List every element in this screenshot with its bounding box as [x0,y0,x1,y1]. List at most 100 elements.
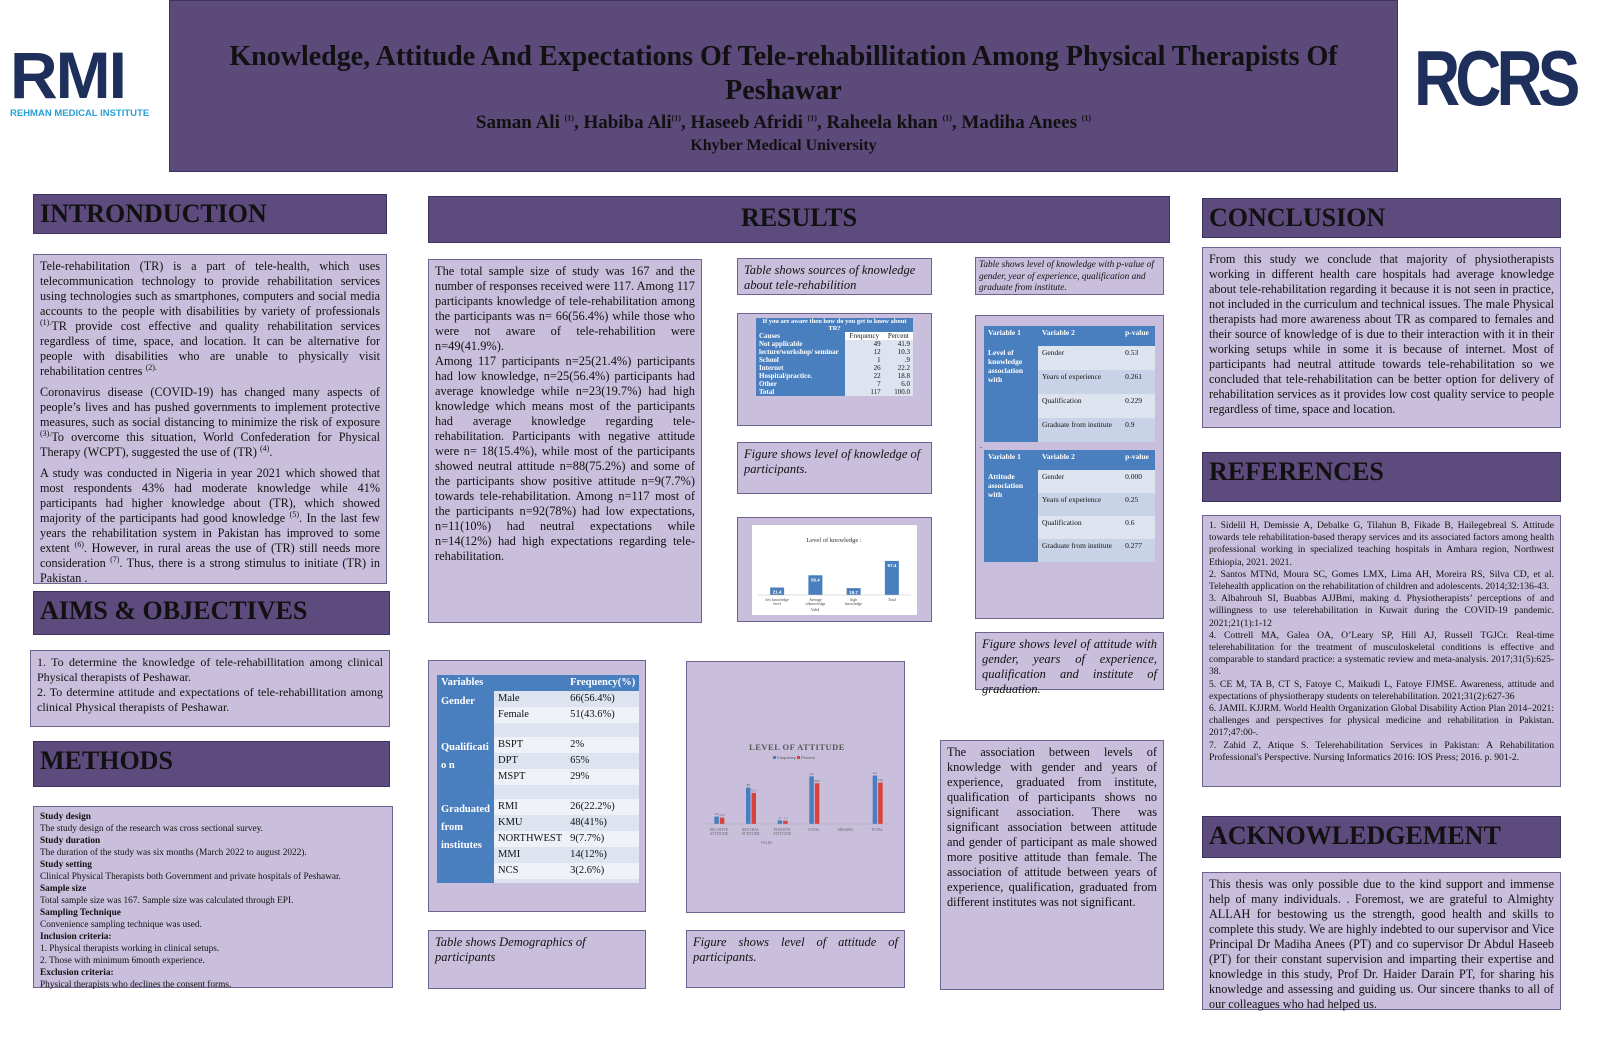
knowledge-pvalue-table: Variable 1 Variable 2 p-value Level of kno… [984,326,1155,442]
table-row: Qualificatio n BSPT 2% [437,737,640,799]
bar-percent-2 [783,820,788,824]
table-row: Total 117 100.0 [756,388,913,396]
author-4: Raheela khan [826,112,938,133]
tick-label-2-b: knowledge [845,602,862,606]
bar-percent-1 [751,792,756,824]
table-row: Qualification 0.6 [984,516,1155,539]
col-causes: Causes [756,332,845,340]
bar-frequency-0 [714,816,719,824]
association-text: The association between levels of knowle… [940,740,1164,990]
results-text: The total sample size of study was 167 a… [428,259,702,623]
table-row: Not applicable 49 41.9 [756,340,913,348]
rmi-logo-subtitle: REHMAN MEDICAL INSTITUTE [10,108,150,119]
sources-table-title: If you are aware then how do you get to … [756,318,913,332]
bar-frequency-3 [809,776,814,824]
tick-label-1-b: ofknowledge [805,602,825,606]
x-axis-label: Valid [811,607,819,612]
methods-title: METHODS [33,741,390,787]
authors: Saman Ali (1), Habiba Ali(1), Haseeb Afr… [475,112,1092,133]
demographics-table: Variables Frequency(%) Gender Male 66(56.4… [437,675,640,883]
table-row: Gender Male 66(56.4%) [437,691,640,737]
rcrs-logo: RCRS [1414,30,1580,130]
tick-label-1-a: NEUTRAL [742,828,760,832]
col-frequency: Frequency [845,332,884,340]
data-label-frequency-1: 88 [747,783,751,787]
separator-dot: . [980,441,982,450]
tick-label-1-b: ATTITUDE [741,832,760,836]
data-label-frequency-2: 9 [779,816,781,820]
table-row: Other 7 6.0 [756,380,913,388]
data-label-1: 56.4 [811,577,820,582]
data-label-frequency-3: 115 [809,772,814,776]
caption-attitude-figure: Figure shows level of attitude of partic… [686,930,905,988]
table-row: Graduate from institute 0.277 [984,539,1155,562]
caption-demographics: Table shows Demographics of participants [428,930,646,989]
caption-sources-table: Table shows sources of knowledge about t… [737,258,932,295]
sources-table-panel: If you are aware then how do you get to … [737,313,932,426]
affil-mark: (1) [564,113,574,123]
attitude-chart-panel: LEVEL OF ATTITUDE Frequency Percent 18 15.4 N… [686,661,905,913]
reference-3: 3. Albahrouh SI, Buabbas AJJBmi, making … [1209,593,1554,629]
bar-1 [808,575,823,595]
bar-frequency-5 [872,775,878,824]
legend-swatch-percent [797,756,800,759]
affil-mark: (1) [807,113,817,123]
data-label-3: 97.4 [887,563,896,568]
reference-2: 2. Santos MTNd, Moura SC, Gomes LMX, Lim… [1209,568,1554,593]
table-row: Female 51(43.6%) [437,707,640,723]
reference-4: 4. Cottrell MA, Galea OA, O’Leary SP, Hi… [1209,629,1554,678]
data-label-percent-3: 98.3 [814,779,820,783]
table-row: Internet 26 22.2 [756,364,913,372]
demographics-panel: Variables Frequency(%) Gender Male 66(56.4… [428,660,646,912]
tick-label-0-a: NEGATIVE [709,828,728,832]
bar-percent-3 [814,783,820,824]
aims-body: 1. To determine the knowledge of tele-re… [30,650,390,727]
affil-mark: (1) [942,113,952,123]
tick-label-0-b: level [773,602,780,606]
attitude-chart: LEVEL OF ATTITUDE Frequency Percent 18 15.4 N… [703,742,893,845]
bar-0 [770,587,785,595]
caption-pvalue-table: Table shows level of knowledge with p-va… [975,257,1164,295]
conclusion-body: From this study we conclude that majorit… [1202,247,1561,428]
author-5: Madiha Anees [961,112,1078,133]
sources-table: If you are aware then how do you get to … [756,318,913,396]
table-row: School 1.9 [756,356,913,364]
col-percent: Percent [883,332,913,340]
bar-frequency-2 [777,820,783,824]
col-variables: Variables [437,675,495,691]
results-title: RESULTS [428,196,1170,243]
table-row: MSPT 29% [437,769,640,785]
table-row: Years of experience 0.25 [984,493,1155,516]
table-row: Graduated from institutes RMI 26(22.2%) [437,799,640,883]
introduction-body: Tele-rehabilitation (TR) is a part of te… [33,254,387,585]
table-row: Qualification 0.229 [984,394,1155,418]
bar-2 [846,588,861,595]
aim-1: 1. To determine the knowledge of tele-re… [37,655,383,684]
rmi-logo-text: RMI [10,38,127,112]
tick-label-3-a: Total [888,598,896,602]
affil-mark: (1) [1081,113,1092,123]
knowledge-chart: Level of knowledge : 21.4 low knowledgelev… [752,525,917,615]
data-label-frequency-0: 18 [715,812,719,816]
chart-title: Level of knowledge : [806,537,862,544]
tick-label-2-b: ATTITUDE [773,832,792,836]
pvalue-tables-panel: Variable 1 Variable 2 p-value Level of kno… [975,315,1164,619]
table-row: NCS 3(2.6%) [437,863,640,879]
data-label-percent-2: 7.7 [783,816,788,820]
data-label-percent-5: 100 [878,778,883,782]
col-frequency-percent: Frequency(%) [566,675,640,691]
references-title: REFERENCES [1202,452,1561,502]
tick-label-0-b: ATTITUDE [710,832,729,836]
author-1: Saman Ali [475,112,560,133]
bar-frequency-1 [746,787,751,824]
aim-2: 2. To determine attitude and expectation… [37,685,383,714]
table-row: Level of knowledge association with Gende… [984,346,1155,442]
acknowledgement-body: This thesis was only possible due to the… [1202,872,1561,1011]
data-label-2: 19.7 [849,590,858,595]
caption-attitude-association: Figure shows level of attitude with gend… [975,632,1164,696]
reference-1: 1. Sidelil H, Demissie A, Debalke G, Til… [1209,520,1554,568]
title-banner: Knowledge, Attitude And Expectations Of … [169,0,1398,172]
poster-title: Knowledge, Attitude And Expectations Of … [229,41,1338,106]
author-2: Habiba Ali [583,112,672,133]
reference-7: 7. Zahid Z, Atique S. Telerehabilitation… [1209,739,1554,763]
